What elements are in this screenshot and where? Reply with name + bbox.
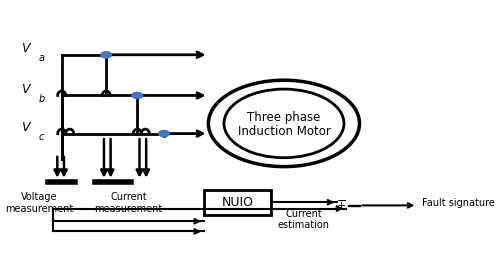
Text: NUIO: NUIO [222, 196, 254, 209]
Polygon shape [348, 205, 360, 206]
Text: $V$: $V$ [20, 42, 32, 55]
Text: $c$: $c$ [38, 132, 46, 142]
Circle shape [132, 93, 142, 98]
Text: $V$: $V$ [20, 83, 32, 96]
Text: Voltage
measurement: Voltage measurement [6, 192, 73, 214]
Text: Three phase: Three phase [248, 111, 320, 124]
Text: Fault signature: Fault signature [422, 198, 494, 208]
Circle shape [101, 52, 112, 58]
Bar [204, 189, 270, 215]
Text: Induction Motor: Induction Motor [238, 125, 330, 137]
Text: $V$: $V$ [20, 121, 32, 134]
Text: $b$: $b$ [38, 92, 46, 104]
Text: +: + [337, 201, 346, 211]
Text: $a$: $a$ [38, 53, 46, 63]
Text: Current
estimation: Current estimation [278, 209, 330, 230]
Circle shape [158, 131, 170, 137]
Text: −: − [336, 195, 347, 207]
Text: Current
measurement: Current measurement [94, 192, 162, 214]
